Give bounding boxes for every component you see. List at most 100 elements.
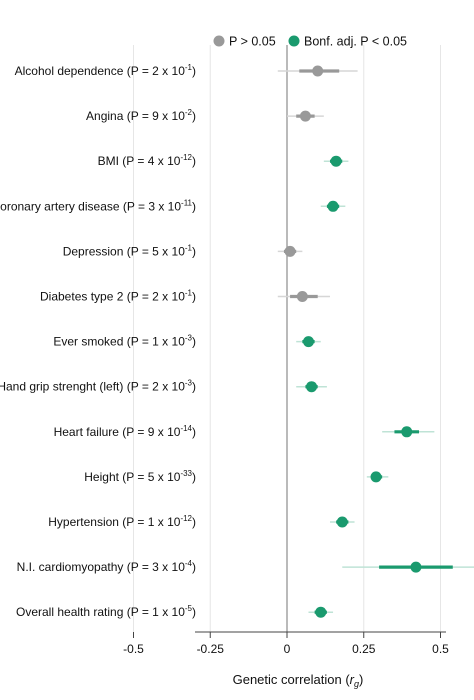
row-label-close: )	[192, 560, 196, 574]
estimate-row	[277, 245, 303, 257]
x-axis-title-sub: g	[354, 679, 359, 689]
x-tick-label: -0.25	[197, 642, 225, 656]
point-estimate	[327, 200, 339, 212]
row-label: Hypertension (P = 1 x 10-12)	[48, 514, 196, 529]
row-label: Angina (P = 9 x 10-2)	[86, 108, 196, 123]
row-label-close: )	[192, 64, 196, 78]
point-estimate	[299, 110, 311, 122]
row-label: Height (P = 5 x 10-33)	[84, 469, 196, 484]
row-labels: Alcohol dependence (P = 2 x 10-1)Angina …	[0, 63, 196, 619]
row-label-close: )	[192, 109, 196, 123]
row-label-exponent: -5	[185, 604, 193, 613]
legend-swatch	[213, 35, 225, 47]
row-label-exponent: -1	[185, 289, 193, 298]
row-label-text: Coronary artery disease (P = 3 x 10	[0, 199, 181, 213]
row-label-close: )	[192, 290, 196, 304]
legend-label: P > 0.05	[229, 35, 276, 49]
data-marks	[277, 65, 474, 618]
x-tick-label: 0.25	[352, 642, 376, 656]
row-label: Coronary artery disease (P = 3 x 10-11)	[0, 198, 196, 213]
row-label-exponent: -12	[180, 153, 192, 162]
point-estimate	[284, 245, 296, 257]
x-axis-title-main: Genetic correlation (	[233, 672, 351, 687]
row-label-exponent: -33	[180, 469, 192, 478]
row-label: N.I. cardiomyopathy (P = 3 x 10-4)	[17, 559, 196, 574]
row-label-text: Angina (P = 9 x 10	[86, 109, 185, 123]
row-label-exponent: -14	[180, 424, 192, 433]
row-label-text: Hand grip strenght (left) (P = 2 x 10	[0, 380, 185, 394]
legend-swatch	[288, 35, 300, 47]
estimate-row	[308, 606, 334, 618]
row-label-exponent: -3	[185, 379, 193, 388]
row-label: Ever smoked (P = 1 x 10-3)	[53, 334, 196, 349]
row-label: Depression (P = 5 x 10-1)	[63, 243, 196, 258]
row-label-text: Ever smoked (P = 1 x 10	[53, 335, 185, 349]
estimate-row	[342, 561, 474, 573]
point-estimate	[370, 471, 382, 483]
row-label-text: Hypertension (P = 1 x 10	[48, 515, 181, 529]
row-label-text: N.I. cardiomyopathy (P = 3 x 10	[17, 560, 186, 574]
x-axis-title: Genetic correlation (rg)	[233, 672, 364, 689]
estimate-row	[382, 426, 435, 438]
row-label: BMI (P = 4 x 10-12)	[98, 153, 196, 168]
row-label-exponent: -4	[185, 559, 193, 568]
row-label-close: )	[192, 244, 196, 258]
row-label-exponent: -1	[185, 63, 193, 72]
estimate-row	[277, 65, 358, 77]
row-label: Hand grip strenght (left) (P = 2 x 10-3)	[0, 379, 196, 394]
row-label-text: Height (P = 5 x 10	[84, 470, 180, 484]
point-estimate	[312, 65, 324, 77]
estimate-row	[320, 200, 346, 212]
estimate-row	[277, 291, 330, 302]
x-tick-label: 0.5	[432, 642, 449, 656]
legend-entry: P > 0.05	[213, 35, 276, 49]
row-label-close: )	[192, 425, 196, 439]
row-label-exponent: -1	[185, 243, 193, 252]
point-estimate	[336, 516, 348, 528]
row-label: Heart failure (P = 9 x 10-14)	[54, 424, 196, 439]
estimate-row	[366, 471, 389, 483]
row-label-text: Overall health rating (P = 1 x 10	[16, 605, 185, 619]
x-tick-label: 0	[284, 642, 291, 656]
legend-label: Bonf. adj. P < 0.05	[304, 35, 407, 49]
x-tick-label: -0.5	[123, 642, 144, 656]
point-estimate	[302, 336, 314, 348]
point-estimate	[330, 155, 342, 167]
row-label-close: )	[192, 470, 196, 484]
x-axis-title-var: r	[350, 672, 355, 687]
estimate-row	[296, 336, 321, 348]
row-label-close: )	[192, 605, 196, 619]
row-label-text: BMI (P = 4 x 10	[98, 154, 181, 168]
point-estimate	[401, 426, 413, 438]
row-label-close: )	[192, 335, 196, 349]
estimate-row	[329, 516, 355, 528]
row-label-text: Depression (P = 5 x 10	[63, 244, 186, 258]
row-label-close: )	[192, 380, 196, 394]
estimate-row	[323, 155, 349, 167]
row-label: Overall health rating (P = 1 x 10-5)	[16, 604, 196, 619]
point-estimate	[296, 291, 308, 302]
estimate-row	[296, 381, 327, 393]
legend-entry: Bonf. adj. P < 0.05	[288, 35, 407, 49]
row-label-exponent: -11	[181, 198, 193, 207]
row-label-text: Heart failure (P = 9 x 10	[54, 425, 181, 439]
row-label-exponent: -12	[180, 514, 192, 523]
gridlines	[133, 45, 441, 632]
point-estimate	[410, 561, 422, 573]
point-estimate	[315, 606, 327, 618]
row-label: Diabetes type 2 (P = 2 x 10-1)	[40, 289, 196, 304]
row-label-exponent: -2	[185, 108, 193, 117]
point-estimate	[306, 381, 318, 393]
row-label-close: )	[192, 199, 196, 213]
row-label-close: )	[192, 515, 196, 529]
row-label-text: Diabetes type 2 (P = 2 x 10	[40, 290, 185, 304]
row-label-text: Alcohol dependence (P = 2 x 10	[15, 64, 186, 78]
row-label-exponent: -3	[185, 334, 193, 343]
x-axis-title-close: )	[359, 672, 363, 687]
legend: P > 0.05 Bonf. adj. P < 0.05	[213, 35, 407, 49]
row-label: Alcohol dependence (P = 2 x 10-1)	[15, 63, 196, 78]
row-label-close: )	[192, 154, 196, 168]
